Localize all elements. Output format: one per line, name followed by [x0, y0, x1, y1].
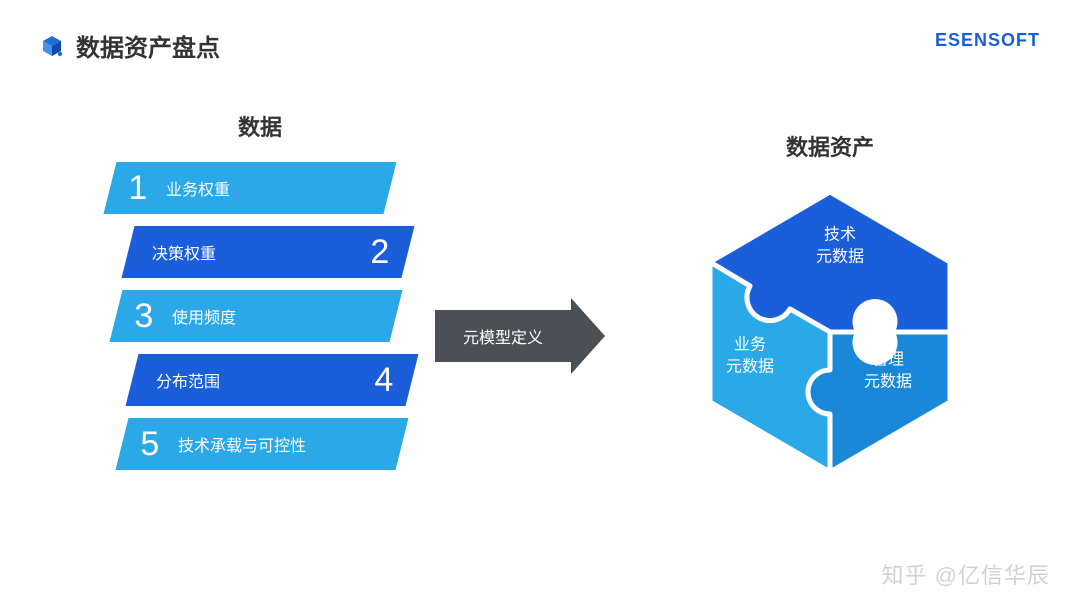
cube-icon: [40, 34, 64, 58]
bar-number: 4: [356, 361, 412, 400]
bar-item: 决策权重2: [122, 226, 415, 278]
bar-number: 2: [352, 233, 408, 272]
header: 数据资产盘点: [40, 28, 220, 63]
bar-number: 1: [110, 169, 166, 208]
bar-item: 5技术承载与可控性: [116, 418, 409, 470]
hexagon-svg: [680, 182, 980, 482]
data-asset-section: 数据资产 技术元数据 业务元数据 管理元数据: [660, 130, 1000, 482]
arrow-head-icon: [571, 298, 605, 374]
right-title: 数据资产: [660, 130, 1000, 162]
arrow: 元模型定义: [435, 310, 605, 362]
bar-list: 1业务权重决策权重2 3使用频度分布范围4 5技术承载与可控性: [110, 162, 410, 470]
watermark: 知乎 @亿信华辰: [882, 558, 1050, 590]
arrow-label: 元模型定义: [435, 310, 571, 362]
brand-label: ESENSOFT: [935, 30, 1040, 51]
hex-piece-bottom-right: [808, 332, 950, 472]
hexagon-puzzle: 技术元数据 业务元数据 管理元数据: [680, 182, 980, 482]
bar-item: 3使用频度: [110, 290, 403, 342]
left-title: 数据: [110, 110, 410, 142]
bar-label: 分布范围: [132, 368, 356, 392]
bar-item: 分布范围4: [126, 354, 419, 406]
bar-number: 5: [122, 425, 178, 464]
bar-label: 决策权重: [128, 240, 352, 264]
page-title: 数据资产盘点: [76, 28, 220, 63]
bar-number: 3: [116, 297, 172, 336]
bar-item: 1业务权重: [104, 162, 397, 214]
bar-label: 技术承载与可控性: [178, 432, 402, 456]
bar-label: 业务权重: [166, 176, 390, 200]
bar-label: 使用频度: [172, 304, 396, 328]
data-list-section: 数据 1业务权重决策权重2 3使用频度分布范围4 5技术承载与可控性: [110, 110, 410, 482]
